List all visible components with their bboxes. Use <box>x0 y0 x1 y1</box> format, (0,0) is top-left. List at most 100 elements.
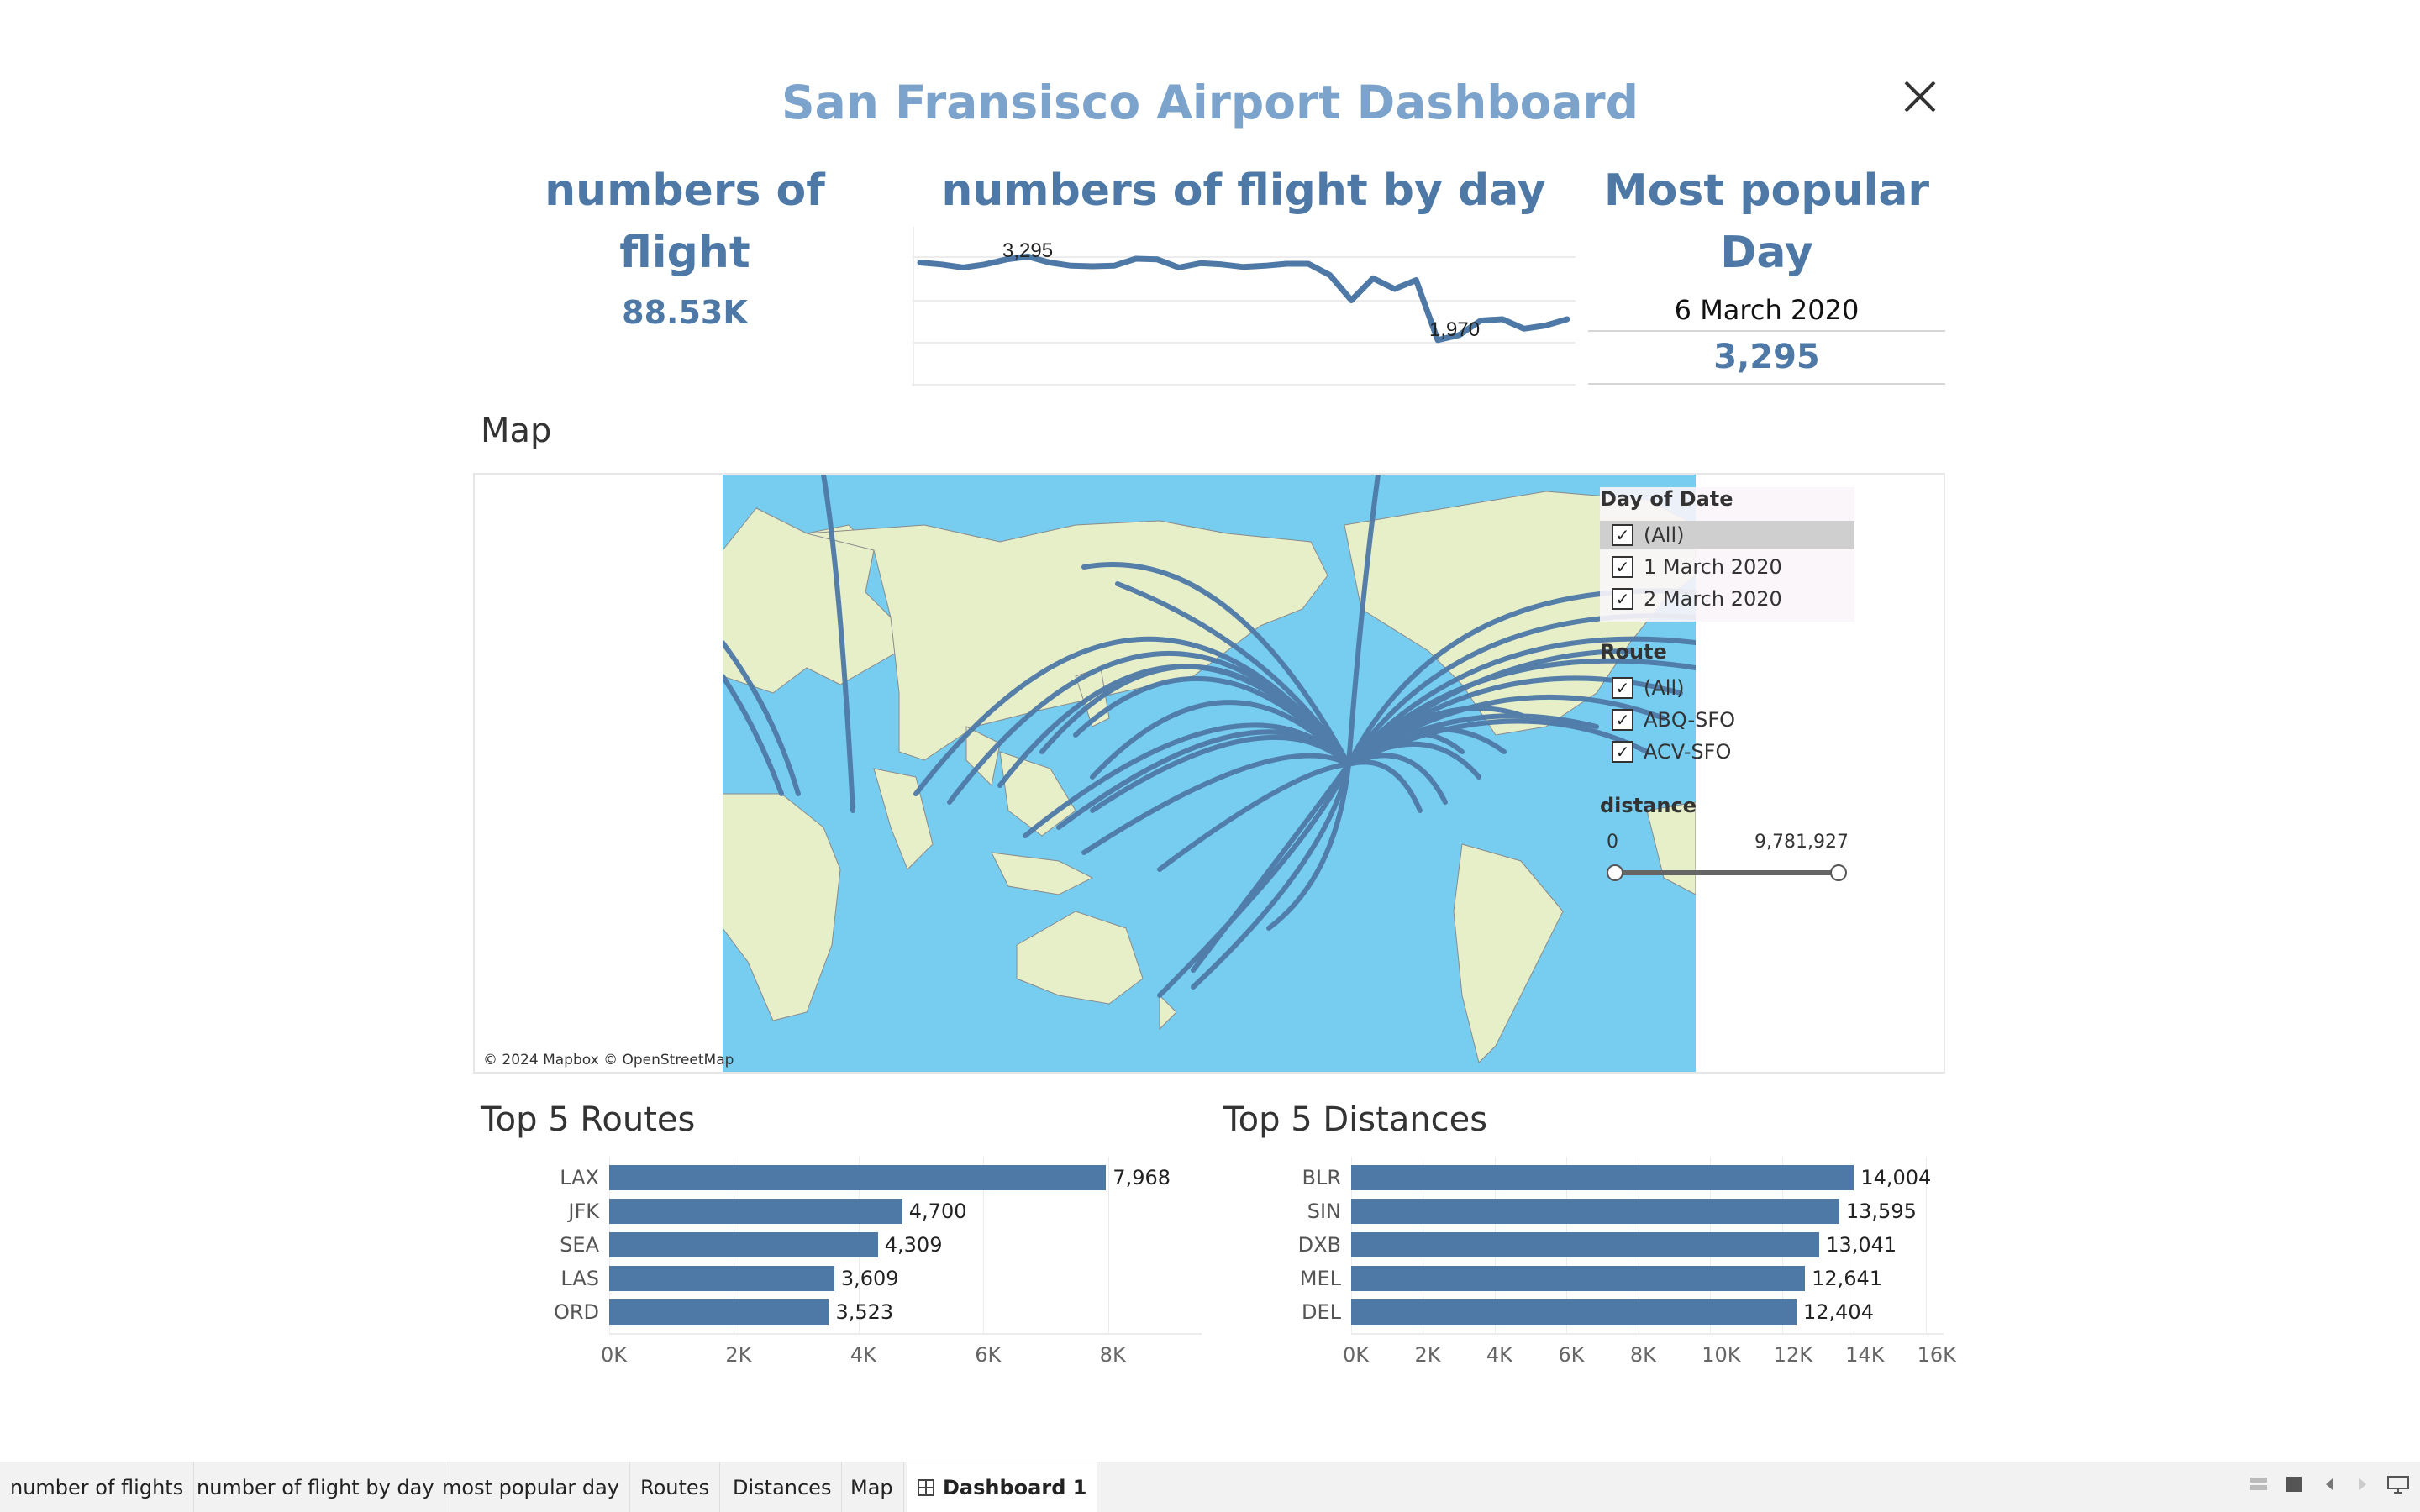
day-filter-option-label: 2 March 2020 <box>1644 587 1782 611</box>
kpi-popular-title-line2: Day <box>1720 228 1813 278</box>
x-axis-line <box>609 1333 1202 1335</box>
bar[interactable] <box>1351 1199 1839 1224</box>
divider <box>1588 330 1945 332</box>
bar-category-label: JFK <box>568 1200 599 1223</box>
checkbox-check-icon[interactable]: ✓ <box>1612 709 1634 731</box>
axis-tick-label: 2K <box>1414 1343 1441 1367</box>
bar-value-label: 14,004 <box>1860 1166 1932 1189</box>
axis-tick-label: 2K <box>725 1343 752 1367</box>
bar[interactable] <box>609 1165 1107 1190</box>
checkbox-check-icon[interactable]: ✓ <box>1612 741 1634 763</box>
tab-number-of-flights[interactable]: number of flights <box>0 1462 195 1512</box>
tab-number-of-flight-by-day[interactable]: number of flight by day <box>187 1462 445 1512</box>
prev-arrow-icon[interactable] <box>2319 1474 2339 1494</box>
bar-value-label: 13,595 <box>1845 1200 1917 1223</box>
axis-tick-label: 4K <box>850 1343 876 1367</box>
dashboard-grid-icon <box>918 1479 934 1496</box>
checkbox-check-icon[interactable]: ✓ <box>1612 588 1634 610</box>
tab-label: number of flight by day <box>197 1476 434 1499</box>
kpi-popular-date: 6 March 2020 <box>1674 294 1860 326</box>
bar[interactable] <box>609 1299 829 1325</box>
route-filter-option[interactable]: ✓ ABQ-SFO <box>1600 706 1768 734</box>
tab-dashboard-1[interactable]: Dashboard 1 <box>908 1462 1098 1512</box>
day-filter-option-label: (All) <box>1644 523 1685 547</box>
day-filter-panel <box>1600 487 1854 622</box>
checkbox-check-icon[interactable]: ✓ <box>1612 524 1634 546</box>
landmass-shapes <box>723 491 1696 1063</box>
kpi-flights-value: 88.53K <box>622 294 748 331</box>
day-filter-option-all[interactable]: ✓ (All) <box>1600 521 1854 549</box>
route-map[interactable] <box>723 475 1696 1072</box>
bar-value-label: 12,404 <box>1802 1300 1874 1324</box>
bar-category-label: DEL <box>1301 1300 1341 1324</box>
next-arrow-icon[interactable] <box>2353 1474 2373 1494</box>
route-filter-option[interactable]: ✓ ACV-SFO <box>1600 738 1768 766</box>
day-filter-option[interactable]: ✓ 1 March 2020 <box>1600 553 1854 581</box>
kpi-popular-title-line1: Most popular <box>1603 165 1930 216</box>
bar-category-label: SEA <box>560 1233 599 1257</box>
checkbox-check-icon[interactable]: ✓ <box>1612 677 1634 699</box>
bar-category-label: ORD <box>553 1300 599 1324</box>
dashboard-title: San Fransisco Airport Dashboard <box>781 76 1639 129</box>
axis-tick-label: 6K <box>975 1343 1002 1367</box>
presentation-icon[interactable] <box>2386 1474 2410 1494</box>
bar[interactable] <box>609 1266 834 1291</box>
tab-label: Distances <box>733 1476 832 1499</box>
distance-slider-min-handle[interactable] <box>1607 864 1623 881</box>
kpi-popular-title: Most popular Day <box>1588 160 1945 284</box>
bar-value-label: 3,609 <box>840 1267 899 1290</box>
bar-value-label: 12,641 <box>1812 1267 1883 1290</box>
kpi-popular-value: 3,295 <box>1713 338 1820 376</box>
route-filter-option-all[interactable]: ✓ (All) <box>1600 674 1768 702</box>
bar-value-label: 7,968 <box>1113 1166 1171 1189</box>
bar-value-label: 13,041 <box>1826 1233 1897 1257</box>
kpi-by-day-title: numbers of flight by day <box>941 165 1546 216</box>
kpi-flights-title: numbers of flight <box>544 165 825 278</box>
bar[interactable] <box>1351 1299 1797 1325</box>
tab-distances[interactable]: Distances <box>723 1462 843 1512</box>
tab-routes[interactable]: Routes <box>630 1462 721 1512</box>
route-filter-title: Route <box>1600 640 1667 664</box>
close-icon[interactable] <box>1899 76 1941 118</box>
sparkline-max-label: 3,295 <box>1002 239 1053 262</box>
route-filter-option-label: ACV-SFO <box>1644 740 1732 764</box>
axis-tick-label: 10K <box>1702 1343 1741 1367</box>
tab-map[interactable]: Map <box>840 1462 904 1512</box>
distance-filter-title: distance <box>1600 794 1697 817</box>
tab-most-popular-day[interactable]: most popular day <box>432 1462 630 1512</box>
bar[interactable] <box>609 1232 878 1257</box>
bar-category-label: DXB <box>1297 1233 1341 1257</box>
bar-value-label: 4,309 <box>884 1233 943 1257</box>
day-filter-option[interactable]: ✓ 2 March 2020 <box>1600 585 1854 613</box>
gridline <box>1925 1157 1927 1333</box>
route-filter-option-label: (All) <box>1644 676 1685 700</box>
tab-label: Dashboard 1 <box>943 1476 1087 1499</box>
map-credit: © 2024 Mapbox © OpenStreetMap <box>483 1052 734 1068</box>
distance-slider-max-handle[interactable] <box>1830 864 1847 881</box>
view-toggle-icon[interactable] <box>2249 1474 2269 1494</box>
axis-tick-label: 14K <box>1845 1343 1885 1367</box>
checkbox-check-icon[interactable]: ✓ <box>1612 556 1634 578</box>
distance-slider-track[interactable] <box>1613 870 1840 875</box>
sparkline-series-line <box>917 253 1570 344</box>
bar[interactable] <box>1351 1266 1806 1291</box>
single-view-icon[interactable] <box>2284 1474 2304 1494</box>
bar[interactable] <box>1351 1165 1854 1190</box>
day-filter-title: Day of Date <box>1600 487 1733 511</box>
bar[interactable] <box>1351 1232 1820 1257</box>
tab-label: Map <box>850 1476 893 1499</box>
gridline <box>983 1157 985 1333</box>
map-section-label: Map <box>481 412 552 450</box>
bar-value-label: 4,700 <box>908 1200 967 1223</box>
sheet-tab-bar: number of flights number of flight by da… <box>0 1462 2420 1512</box>
day-filter-option-label: 1 March 2020 <box>1644 555 1782 579</box>
bar-category-label: LAX <box>560 1166 599 1189</box>
flight-route-arcs <box>723 475 1696 998</box>
bar-category-label: LAS <box>560 1267 599 1290</box>
tab-label: number of flights <box>10 1476 184 1499</box>
flights-by-day-sparkline[interactable]: 3,295 1,970 <box>912 227 1576 386</box>
axis-tick-label: 4K <box>1486 1343 1512 1367</box>
axis-tick-label: 8K <box>1099 1343 1126 1367</box>
tab-label: most popular day <box>442 1476 619 1499</box>
bar[interactable] <box>609 1199 902 1224</box>
